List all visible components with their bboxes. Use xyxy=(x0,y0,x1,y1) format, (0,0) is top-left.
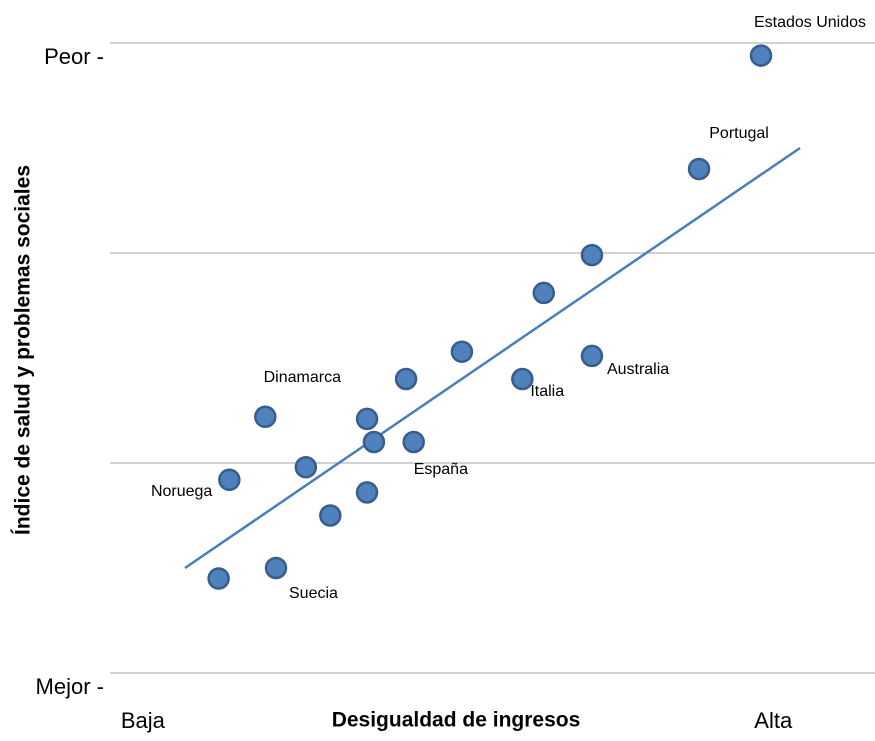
point-label: España xyxy=(414,461,468,478)
point xyxy=(254,405,277,429)
x-tick-label: Baja xyxy=(121,708,166,733)
point xyxy=(294,455,318,479)
point-label: Portugal xyxy=(709,125,769,142)
point-label: Dinamarca xyxy=(264,369,341,386)
x-tick-label: Alta xyxy=(754,708,793,733)
x-axis-title: Desigualdad de ingresos xyxy=(332,709,581,732)
point xyxy=(580,344,604,368)
point xyxy=(319,504,342,527)
point xyxy=(402,430,425,454)
point xyxy=(207,567,230,590)
point xyxy=(264,556,288,580)
point xyxy=(511,367,534,391)
trend-line xyxy=(184,146,801,570)
point xyxy=(749,44,773,67)
point-label: Italia xyxy=(530,383,564,400)
point-label: Australia xyxy=(607,361,669,378)
point xyxy=(355,407,379,431)
point xyxy=(218,468,241,492)
y-axis-title: Índice de salud y problemas sociales xyxy=(12,165,35,535)
point xyxy=(362,430,386,454)
point xyxy=(687,157,711,181)
point xyxy=(394,367,418,391)
y-tick-label: Mejor - xyxy=(36,674,104,699)
point-label: Noruega xyxy=(151,483,212,500)
point xyxy=(355,481,379,504)
point xyxy=(532,281,556,305)
point-label: Estados Unidos xyxy=(754,14,866,31)
point-label: Suecia xyxy=(289,585,338,602)
point xyxy=(580,243,604,267)
point xyxy=(450,340,474,363)
y-tick-label: Peor - xyxy=(44,44,104,69)
